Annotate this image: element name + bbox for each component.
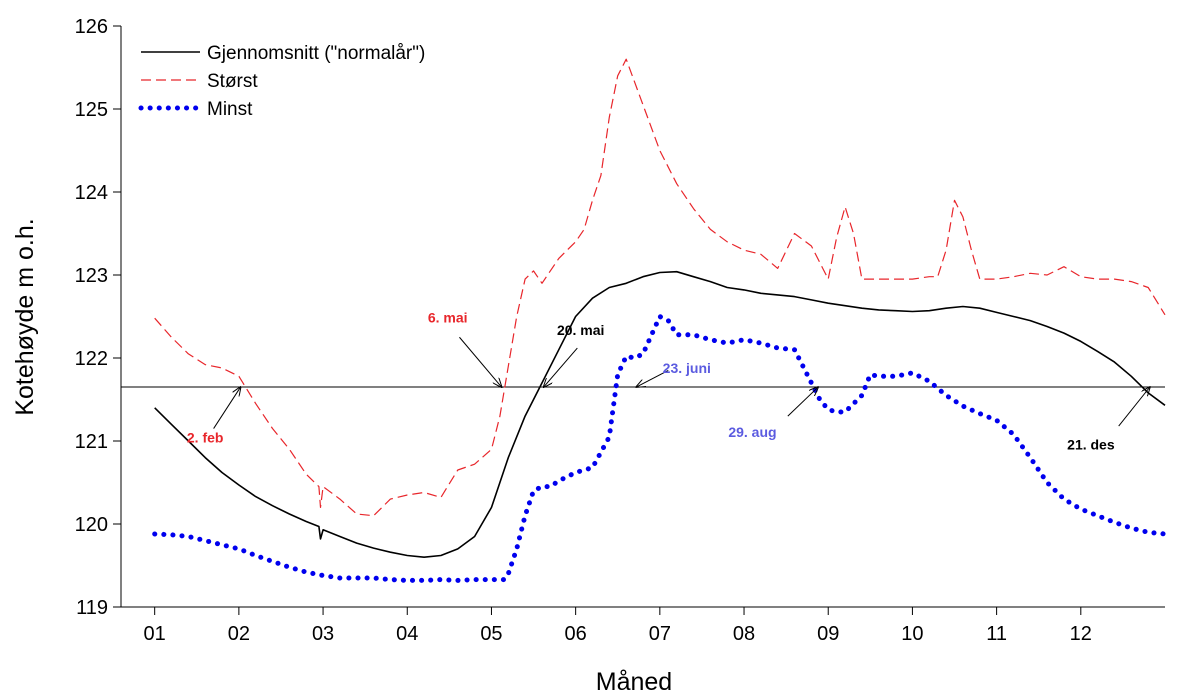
x-tick-label: 07 [649,623,671,645]
x-tick-label: 06 [565,623,587,645]
x-tick-label: 12 [1070,623,1092,645]
x-tick-label: 11 [986,623,1007,645]
annotation-arrow [636,370,669,387]
annotation-label: 2. feb [187,430,224,446]
series-line-min [152,314,1168,583]
annotation-arrow [459,336,501,387]
y-tick-label: 123 [75,265,108,287]
annotation-label: 20. mai [557,322,604,338]
annotations: 2. feb 6. mai 20. mai 23. juni 29. aug 21. de… [187,309,1150,452]
legend-label: Minst [207,99,253,120]
y-tick-label: 124 [75,182,108,204]
x-tick-label: 01 [144,623,166,645]
x-axis: 01 02 03 04 05 06 07 08 09 10 11 12 [144,607,1092,645]
x-tick-label: 09 [817,623,839,645]
y-axis-title: Kotehøyde m o.h. [11,218,39,415]
y-tick-label: 126 [75,16,108,38]
x-tick-label: 04 [396,623,418,645]
x-tick-label: 02 [228,623,250,645]
x-tick-label: 10 [901,623,923,645]
legend-label: Gjennomsnitt ("normalår") [207,43,425,64]
series-lines [152,58,1168,583]
annotation-label: 23. juni [663,360,711,376]
y-tick-label: 119 [76,597,108,619]
x-tick-label: 03 [312,623,334,645]
annotation-arrow [1118,387,1150,427]
x-tick-label: 08 [733,623,755,645]
series-line-mean [154,270,1166,558]
legend-label: Størst [207,71,258,92]
x-axis-title: Måned [596,668,672,696]
series-line-max [154,58,1166,517]
x-tick-label: 05 [480,623,502,645]
annotation-label: 6. mai [428,309,468,325]
y-tick-label: 120 [75,514,108,536]
annotation-label: 21. des [1067,436,1115,452]
legend: Gjennomsnitt ("normalår") Størst Minst [138,43,425,120]
annotation-arrow [544,347,578,387]
annotation-label: 29. aug [728,424,776,440]
annotation-arrow [213,387,241,429]
y-axis: 119 120 121 122 123 124 125 126 [75,16,121,619]
plot-frame [120,26,1165,608]
y-tick-label: 122 [75,348,108,370]
y-tick-label: 121 [75,431,108,453]
annotation-arrow [787,387,818,417]
y-tick-label: 125 [75,99,108,121]
